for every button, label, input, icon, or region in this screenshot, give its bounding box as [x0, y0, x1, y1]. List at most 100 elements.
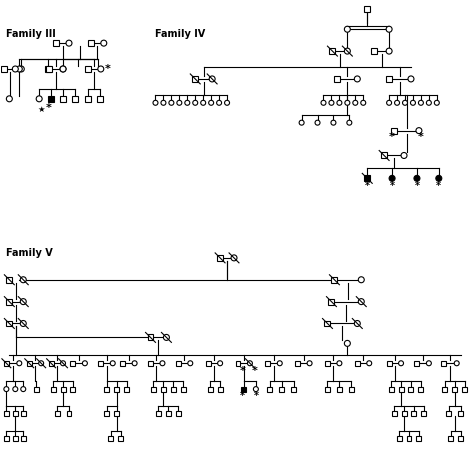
- Circle shape: [337, 100, 342, 105]
- Bar: [104, 411, 109, 417]
- Bar: [337, 387, 342, 392]
- Bar: [328, 299, 335, 305]
- Bar: [414, 361, 419, 366]
- Circle shape: [454, 361, 459, 366]
- Bar: [419, 387, 423, 392]
- Circle shape: [20, 320, 26, 327]
- Bar: [49, 361, 54, 366]
- Bar: [452, 387, 457, 392]
- Circle shape: [60, 66, 66, 72]
- Circle shape: [209, 76, 215, 82]
- Bar: [397, 437, 401, 441]
- Bar: [148, 361, 153, 366]
- Circle shape: [367, 361, 372, 366]
- Circle shape: [161, 100, 166, 105]
- Circle shape: [277, 361, 282, 366]
- Bar: [236, 361, 240, 366]
- Circle shape: [315, 120, 320, 125]
- Text: ★: ★: [37, 105, 45, 114]
- Bar: [389, 387, 393, 392]
- Bar: [60, 96, 66, 102]
- Bar: [161, 387, 166, 392]
- Circle shape: [394, 100, 400, 105]
- Circle shape: [201, 100, 206, 105]
- Text: Family V: Family V: [6, 248, 53, 258]
- Bar: [176, 411, 181, 417]
- Text: *: *: [105, 64, 110, 74]
- Text: *: *: [46, 103, 52, 113]
- Circle shape: [110, 361, 115, 366]
- Bar: [217, 255, 223, 261]
- Text: *: *: [389, 132, 395, 142]
- Circle shape: [185, 100, 190, 105]
- Circle shape: [386, 48, 392, 54]
- Circle shape: [18, 66, 24, 72]
- Circle shape: [13, 387, 18, 392]
- Bar: [407, 437, 411, 441]
- Bar: [13, 437, 18, 441]
- Bar: [120, 361, 125, 366]
- Text: *: *: [239, 391, 245, 401]
- Circle shape: [361, 100, 366, 105]
- Circle shape: [307, 361, 312, 366]
- Bar: [181, 387, 186, 392]
- Bar: [364, 6, 370, 12]
- Bar: [267, 387, 272, 392]
- Bar: [208, 387, 213, 392]
- Bar: [147, 335, 154, 340]
- Bar: [218, 387, 223, 392]
- Circle shape: [188, 361, 193, 366]
- Text: *: *: [414, 181, 419, 191]
- Bar: [4, 411, 9, 417]
- Bar: [51, 387, 55, 392]
- Bar: [409, 387, 413, 392]
- Circle shape: [419, 100, 423, 105]
- Bar: [446, 411, 451, 417]
- Circle shape: [39, 361, 44, 366]
- Circle shape: [408, 76, 414, 82]
- Circle shape: [209, 100, 214, 105]
- Circle shape: [345, 48, 350, 54]
- Bar: [21, 437, 26, 441]
- Bar: [331, 277, 337, 283]
- Bar: [206, 361, 210, 366]
- Bar: [4, 437, 9, 441]
- Bar: [291, 387, 296, 392]
- Circle shape: [414, 175, 420, 182]
- Bar: [118, 437, 123, 441]
- Bar: [241, 387, 246, 392]
- Bar: [108, 437, 113, 441]
- Circle shape: [4, 387, 9, 392]
- Bar: [171, 387, 176, 392]
- Bar: [98, 361, 103, 366]
- Circle shape: [358, 277, 364, 283]
- Bar: [325, 387, 330, 392]
- Circle shape: [427, 361, 431, 366]
- Text: *: *: [390, 181, 394, 191]
- Circle shape: [16, 66, 22, 72]
- Text: *: *: [254, 391, 258, 401]
- Circle shape: [20, 277, 26, 283]
- Bar: [399, 387, 403, 392]
- Bar: [1, 66, 8, 72]
- Bar: [329, 48, 336, 54]
- Circle shape: [60, 66, 66, 72]
- Bar: [97, 96, 103, 102]
- Bar: [349, 387, 354, 392]
- Circle shape: [169, 100, 174, 105]
- Bar: [381, 153, 387, 158]
- Bar: [6, 299, 12, 305]
- Bar: [71, 361, 75, 366]
- Circle shape: [101, 40, 107, 46]
- Bar: [391, 128, 397, 134]
- Circle shape: [247, 361, 253, 366]
- Bar: [85, 66, 91, 72]
- Bar: [46, 66, 52, 72]
- Bar: [156, 411, 161, 417]
- Circle shape: [345, 340, 350, 346]
- Bar: [85, 96, 91, 102]
- Bar: [325, 361, 330, 366]
- Bar: [166, 411, 171, 417]
- Bar: [279, 387, 284, 392]
- Bar: [45, 66, 51, 72]
